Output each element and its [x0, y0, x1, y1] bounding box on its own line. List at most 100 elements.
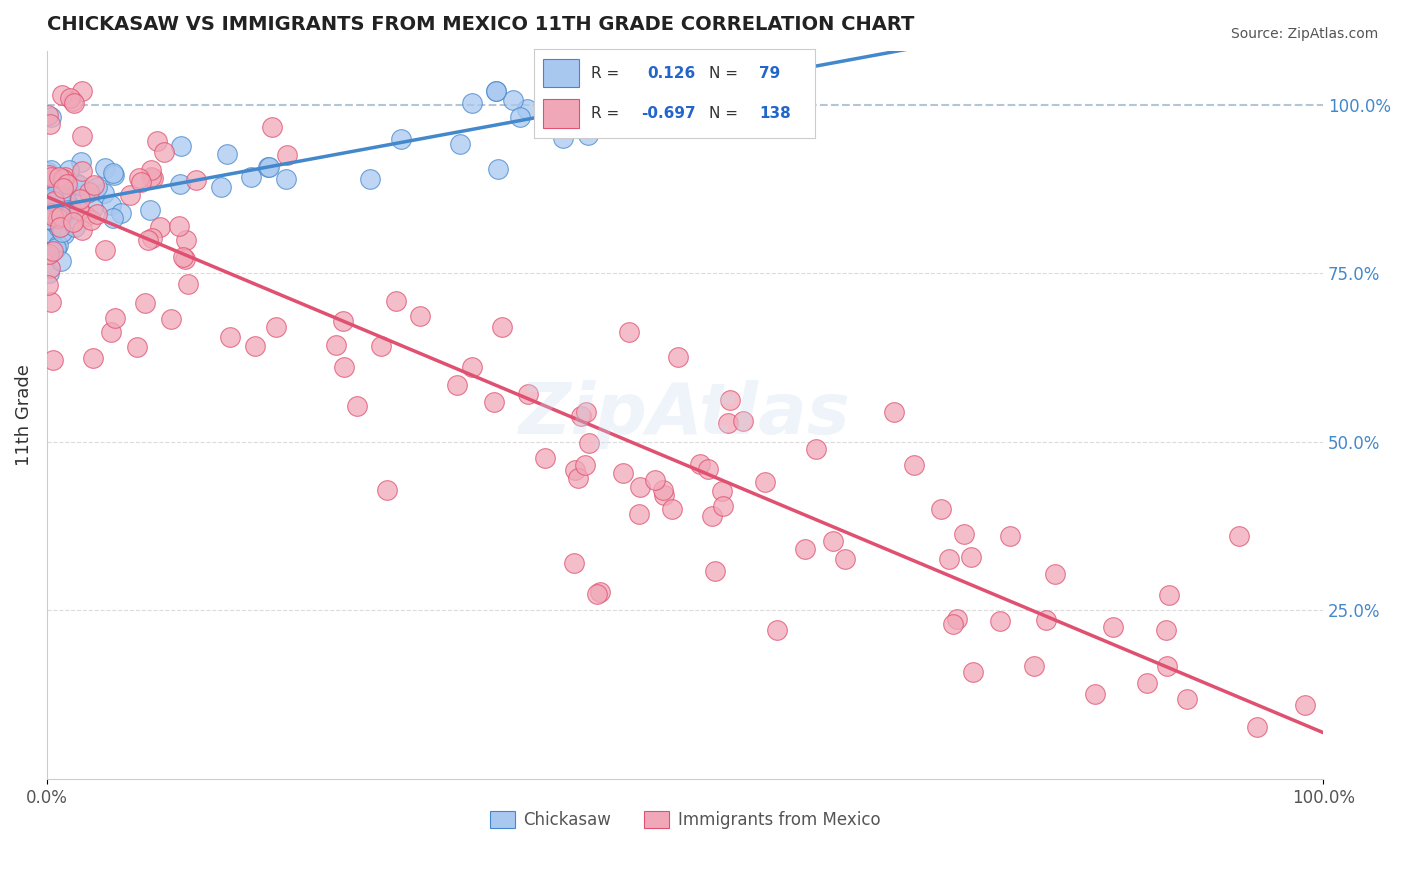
Point	[1084, 687, 1107, 701]
Point	[82, 351, 104, 366]
Point	[49, 210, 72, 224]
Point	[654, 488, 676, 502]
Point	[834, 552, 856, 566]
Point	[42, 353, 65, 368]
Point	[1136, 676, 1159, 690]
Point	[612, 466, 634, 480]
FancyBboxPatch shape	[543, 59, 579, 87]
Point	[644, 473, 666, 487]
Point	[103, 211, 125, 225]
Point	[1294, 698, 1316, 713]
Point	[93, 161, 115, 176]
Point	[76, 210, 98, 224]
Point	[485, 84, 508, 98]
Point	[100, 325, 122, 339]
Point	[101, 166, 124, 180]
Point	[125, 340, 148, 354]
Point	[589, 584, 612, 599]
Point	[174, 233, 197, 247]
Point	[209, 180, 232, 194]
Point	[70, 128, 93, 143]
Point	[120, 187, 142, 202]
Point	[70, 164, 93, 178]
Point	[42, 211, 65, 226]
Point	[718, 392, 741, 407]
Point	[661, 502, 683, 516]
Point	[578, 436, 600, 450]
Point	[38, 117, 60, 131]
Point	[69, 192, 91, 206]
Point	[793, 541, 815, 556]
Point	[186, 173, 208, 187]
Point	[485, 84, 508, 98]
Point	[39, 163, 62, 178]
Text: ZipAtlas: ZipAtlas	[519, 380, 851, 450]
Point	[574, 458, 596, 472]
Point	[38, 168, 60, 182]
Point	[696, 462, 718, 476]
Point	[332, 314, 354, 328]
Point	[46, 238, 69, 252]
Point	[219, 329, 242, 343]
Point	[142, 171, 165, 186]
Point	[39, 193, 62, 207]
Point	[169, 177, 191, 191]
Point	[86, 207, 108, 221]
Text: 79: 79	[759, 66, 780, 80]
Point	[806, 442, 828, 456]
Point	[346, 399, 368, 413]
Point	[67, 178, 90, 192]
Text: N =: N =	[709, 106, 738, 120]
Point	[243, 339, 266, 353]
Point	[215, 147, 238, 161]
Point	[274, 172, 297, 186]
Point	[37, 108, 59, 122]
Point	[93, 186, 115, 201]
Point	[276, 148, 298, 162]
Point	[1227, 529, 1250, 543]
Point	[41, 192, 63, 206]
Point	[332, 360, 354, 375]
Point	[149, 219, 172, 234]
Point	[38, 260, 60, 275]
Point	[48, 169, 70, 184]
Point	[56, 202, 79, 217]
Point	[139, 203, 162, 218]
Text: R =: R =	[591, 106, 619, 120]
Point	[1175, 691, 1198, 706]
Point	[446, 378, 468, 392]
Point	[173, 252, 195, 266]
Point	[134, 295, 156, 310]
Point	[100, 198, 122, 212]
Point	[37, 212, 59, 227]
Point	[703, 564, 725, 578]
Point	[883, 405, 905, 419]
Point	[53, 185, 76, 199]
Text: Source: ZipAtlas.com: Source: ZipAtlas.com	[1230, 27, 1378, 41]
Point	[42, 208, 65, 222]
Text: 0.126: 0.126	[647, 66, 695, 80]
Point	[177, 277, 200, 292]
Point	[46, 208, 69, 222]
Point	[509, 110, 531, 124]
Point	[103, 168, 125, 182]
Point	[42, 244, 65, 258]
Point	[48, 221, 70, 235]
Point	[516, 386, 538, 401]
Point	[711, 483, 734, 498]
Point	[567, 112, 589, 127]
Point	[502, 93, 524, 107]
Point	[49, 220, 72, 235]
Point	[172, 250, 194, 264]
Point	[628, 508, 651, 522]
Point	[53, 174, 76, 188]
Point	[1157, 588, 1180, 602]
Point	[1035, 613, 1057, 627]
Point	[82, 201, 104, 215]
Point	[136, 233, 159, 247]
Point	[1043, 567, 1066, 582]
Point	[576, 128, 599, 143]
Point	[49, 201, 72, 215]
Point	[575, 404, 598, 418]
Point	[65, 220, 87, 235]
